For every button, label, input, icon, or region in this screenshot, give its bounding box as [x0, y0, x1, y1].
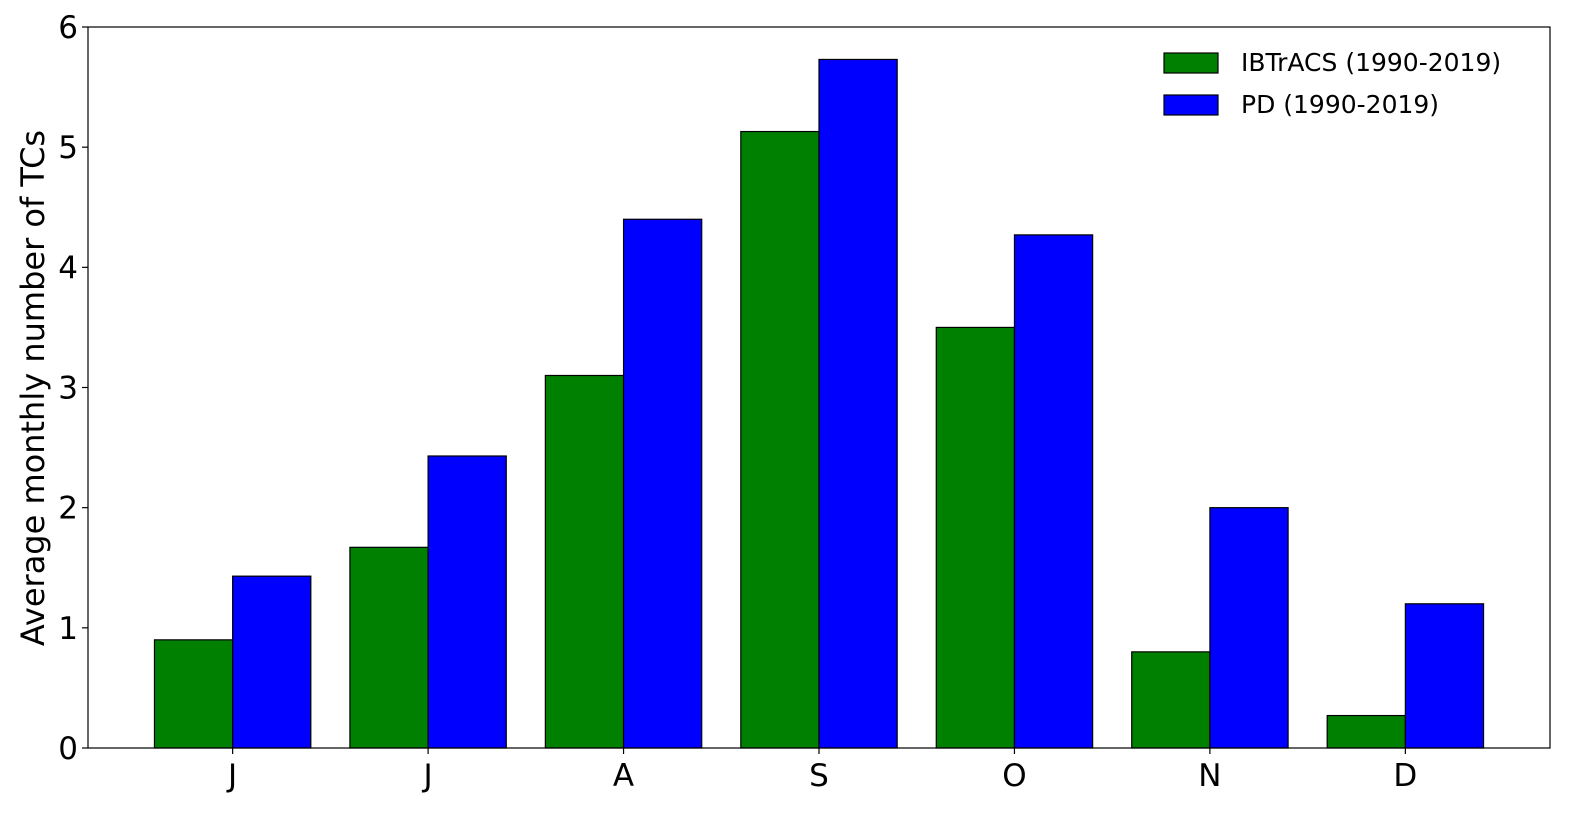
y-tick-label: 5 [58, 130, 78, 166]
bar-ibtracs-4 [935, 326, 1016, 749]
y-tick-label: 3 [58, 371, 78, 407]
x-tick-label: O [1002, 758, 1026, 794]
y-axis-label: Average monthly number of TCs [14, 130, 52, 646]
x-tick-label: S [809, 758, 829, 794]
bar-pd-5 [1209, 507, 1289, 749]
y-tick-label: 1 [58, 611, 78, 647]
legend-label: IBTrACS (1990-2019) [1241, 48, 1501, 77]
bar-ibtracs-5 [1131, 651, 1211, 749]
y-tick-label: 6 [58, 10, 78, 46]
bar-ibtracs-0 [153, 639, 234, 749]
bar-pd-6 [1404, 603, 1485, 749]
legend-swatch [1163, 52, 1219, 74]
bar-pd-0 [232, 575, 312, 749]
bar-pd-3 [818, 58, 898, 749]
bar-ibtracs-2 [544, 374, 625, 749]
legend-label: PD (1990-2019) [1241, 90, 1439, 119]
bar-ibtracs-3 [740, 130, 820, 749]
bar-ibtracs-1 [349, 546, 429, 749]
y-tick-label: 4 [58, 250, 78, 286]
x-tick-label: A [613, 758, 634, 794]
x-tick-label: D [1393, 758, 1417, 794]
bar-pd-4 [1013, 234, 1094, 749]
y-tick-label: 2 [58, 491, 78, 527]
bar-pd-2 [622, 218, 703, 749]
legend-swatch [1163, 94, 1219, 116]
legend: IBTrACS (1990-2019) PD (1990-2019) [1163, 48, 1501, 119]
x-tick-label: N [1198, 758, 1221, 794]
bar-ibtracs-6 [1326, 714, 1406, 749]
bar-pd-1 [427, 455, 507, 749]
y-tick-label: 0 [58, 731, 78, 767]
x-tick-label: J [226, 758, 237, 794]
x-tick-label: J [422, 758, 433, 794]
